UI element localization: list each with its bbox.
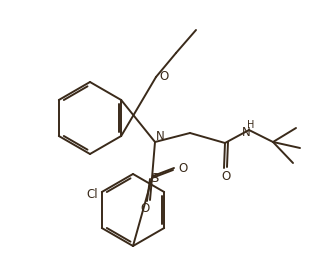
Text: S: S (150, 172, 158, 185)
Text: O: O (141, 202, 150, 215)
Text: O: O (160, 70, 168, 83)
Text: O: O (178, 162, 187, 175)
Text: Cl: Cl (86, 189, 98, 202)
Text: H: H (247, 120, 255, 130)
Text: O: O (221, 170, 231, 183)
Text: N: N (242, 127, 250, 140)
Text: N: N (156, 131, 165, 144)
